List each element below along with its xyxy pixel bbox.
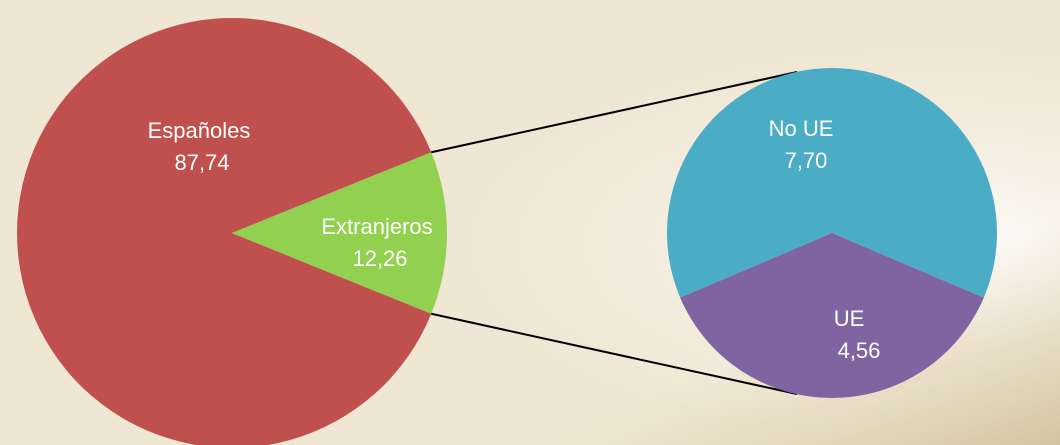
label-espanoles-name: Españoles — [148, 118, 251, 143]
main-pie — [17, 18, 448, 445]
slice-espanoles[interactable] — [17, 18, 432, 445]
label-ue-name: UE — [834, 306, 865, 331]
label-no-ue-name: No UE — [769, 116, 834, 141]
connector-line-bottom — [431, 312, 798, 395]
label-no-ue-value: 7,70 — [785, 148, 828, 173]
connector-lines — [431, 71, 798, 395]
slice-ue[interactable] — [680, 233, 984, 399]
slice-extranjeros[interactable] — [232, 152, 448, 314]
connector-line-top — [431, 71, 798, 154]
secondary-pie — [667, 68, 997, 399]
label-extranjeros-name: Extranjeros — [321, 214, 432, 239]
slice-no-ue[interactable] — [667, 68, 997, 298]
label-espanoles-value: 87,74 — [174, 150, 229, 175]
label-ue-value: 4,56 — [838, 338, 881, 363]
label-extranjeros-value: 12,26 — [352, 246, 407, 271]
